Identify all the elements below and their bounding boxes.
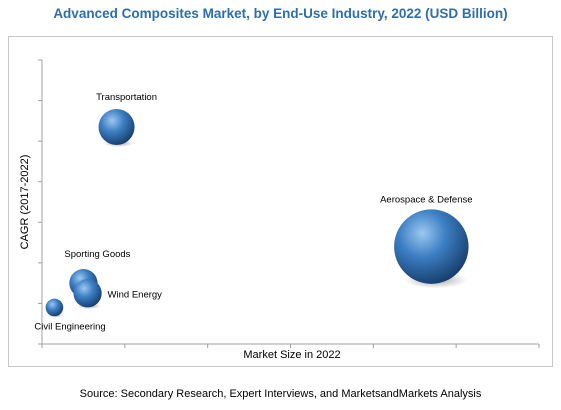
bubble-label-civil-engineering: Civil Engineering (34, 321, 105, 332)
bubble-chart: Transportation Aerospace & Defense Sportin… (19, 59, 540, 361)
x-axis-label: Market Size in 2022 (243, 349, 340, 361)
y-axis-label: CAGR (2017-2022) (19, 155, 31, 250)
bubble-label-transportation: Transportation (96, 92, 157, 103)
bubble-label-sporting-goods: Sporting Goods (64, 249, 130, 260)
chart-title: Advanced Composites Market, by End-Use I… (53, 6, 508, 21)
bubble-civil-engineering (45, 298, 64, 317)
bubble-label-wind-energy: Wind Energy (108, 289, 163, 300)
bubble-label-aerospace-and-defense: Aerospace & Defense (380, 195, 472, 206)
bubble-wind-energy (73, 279, 102, 308)
bubble-transportation (98, 108, 135, 145)
bubble-aerospace-and-defense (394, 209, 469, 284)
source-note: Source: Secondary Research, Expert Inter… (79, 388, 482, 400)
chart-frame: Transportation Aerospace & Defense Sportin… (8, 36, 553, 367)
